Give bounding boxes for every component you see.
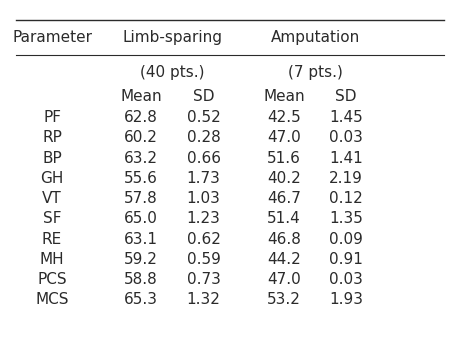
Text: 1.41: 1.41 [329,151,362,166]
Text: PF: PF [43,110,61,125]
Text: 0.73: 0.73 [186,272,220,287]
Text: 1.73: 1.73 [186,171,220,186]
Text: VT: VT [42,191,62,206]
Text: 44.2: 44.2 [266,252,300,267]
Text: MH: MH [40,252,64,267]
Text: MCS: MCS [35,292,69,307]
Text: 57.8: 57.8 [124,191,158,206]
Text: 40.2: 40.2 [266,171,300,186]
Text: 55.6: 55.6 [124,171,158,186]
Text: (7 pts.): (7 pts.) [287,65,342,80]
Text: SD: SD [192,89,214,104]
Text: 0.12: 0.12 [329,191,362,206]
Text: 0.52: 0.52 [186,110,220,125]
Text: 0.03: 0.03 [329,272,362,287]
Text: RP: RP [42,131,62,145]
Text: 46.8: 46.8 [266,232,300,246]
Text: 46.7: 46.7 [266,191,300,206]
Text: 53.2: 53.2 [266,292,300,307]
Text: 1.32: 1.32 [186,292,220,307]
Text: 59.2: 59.2 [124,252,158,267]
Text: Parameter: Parameter [12,30,92,45]
Text: 1.93: 1.93 [329,292,363,307]
Text: 47.0: 47.0 [266,272,300,287]
Text: 0.09: 0.09 [329,232,362,246]
Text: 62.8: 62.8 [124,110,158,125]
Text: 51.6: 51.6 [266,151,300,166]
Text: 0.59: 0.59 [186,252,220,267]
Text: 63.2: 63.2 [124,151,158,166]
Text: (40 pts.): (40 pts.) [140,65,204,80]
Text: 0.03: 0.03 [329,131,362,145]
Text: 0.91: 0.91 [329,252,362,267]
Text: 58.8: 58.8 [124,272,158,287]
Text: 63.1: 63.1 [124,232,158,246]
Text: RE: RE [42,232,62,246]
Text: 1.45: 1.45 [329,110,362,125]
Text: 0.28: 0.28 [186,131,220,145]
Text: 0.66: 0.66 [186,151,220,166]
Text: Mean: Mean [263,89,304,104]
Text: Amputation: Amputation [270,30,359,45]
Text: 47.0: 47.0 [266,131,300,145]
Text: 1.35: 1.35 [329,211,362,226]
Text: 65.0: 65.0 [124,211,158,226]
Text: PCS: PCS [37,272,67,287]
Text: 1.23: 1.23 [186,211,220,226]
Text: BP: BP [42,151,62,166]
Text: 60.2: 60.2 [124,131,158,145]
Text: Limb-sparing: Limb-sparing [122,30,222,45]
Text: 51.4: 51.4 [266,211,300,226]
Text: 2.19: 2.19 [329,171,362,186]
Text: SD: SD [335,89,356,104]
Text: 0.62: 0.62 [186,232,220,246]
Text: 65.3: 65.3 [124,292,158,307]
Text: 42.5: 42.5 [266,110,300,125]
Text: Mean: Mean [120,89,162,104]
Text: SF: SF [43,211,61,226]
Text: 1.03: 1.03 [186,191,220,206]
Text: GH: GH [40,171,64,186]
